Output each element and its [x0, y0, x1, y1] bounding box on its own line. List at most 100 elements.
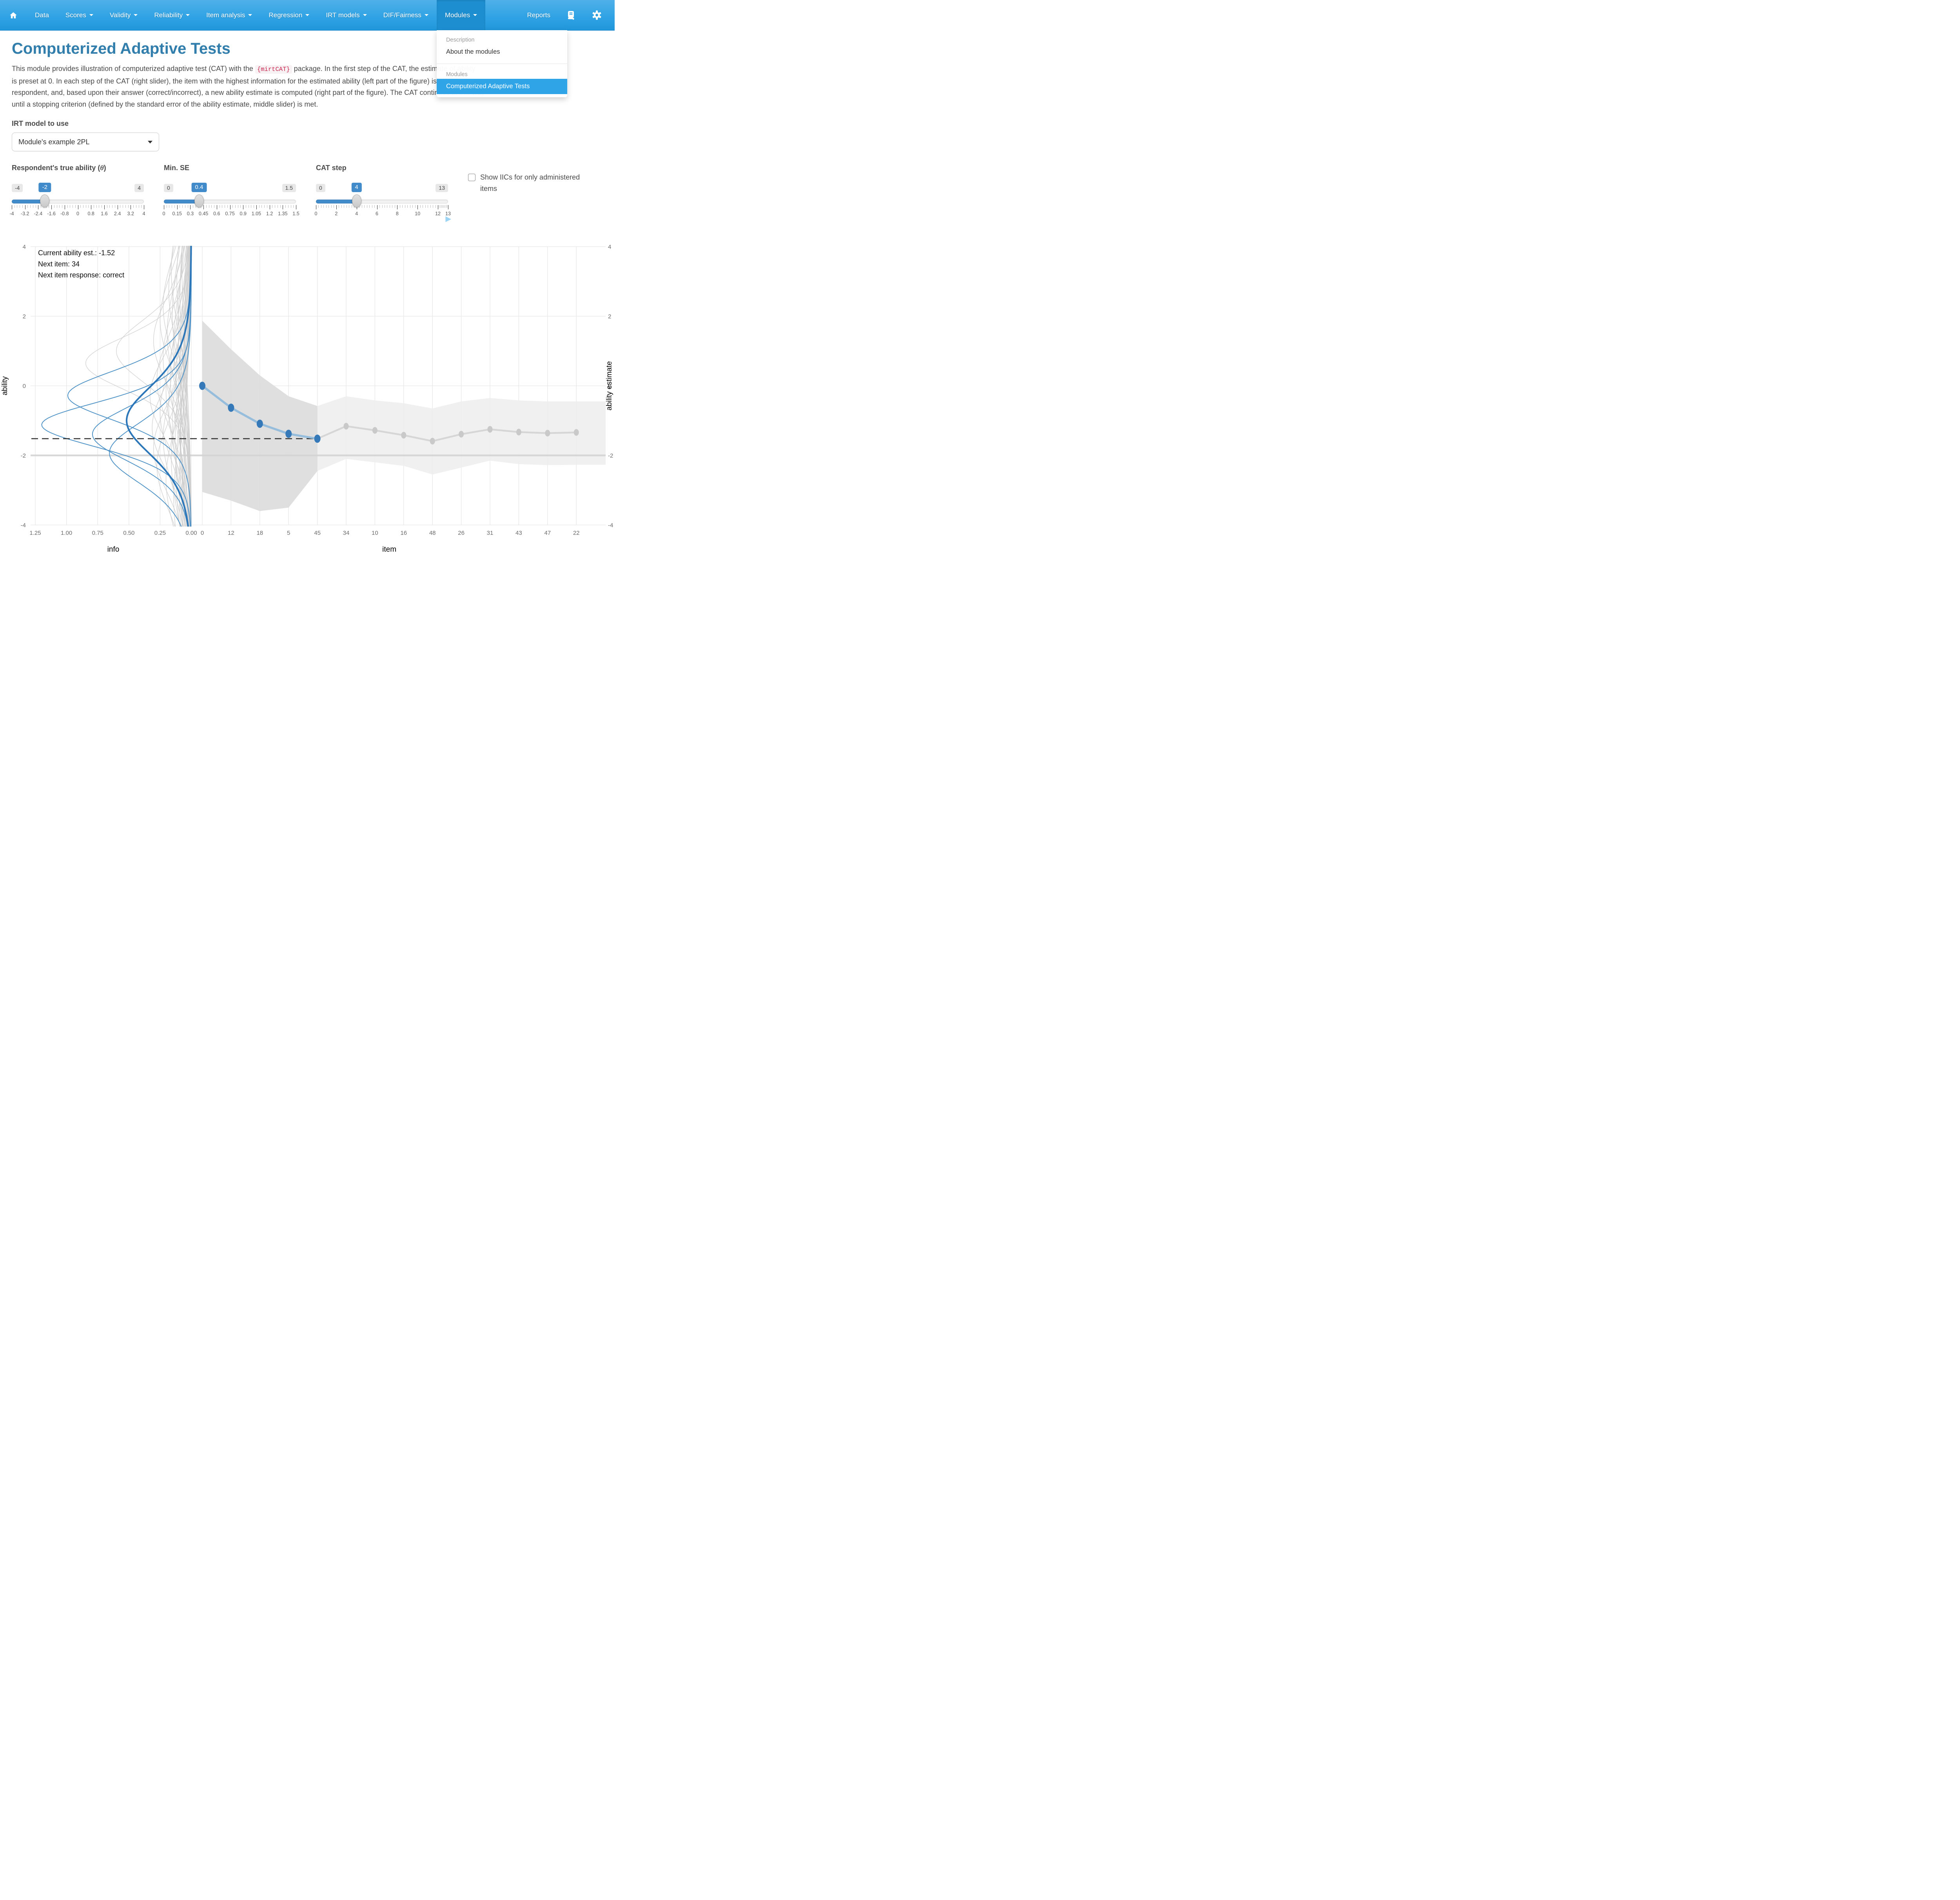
slider-min-label: -4 [12, 184, 23, 192]
item-axis-tick-label: 34 [343, 530, 350, 536]
item-axis-title: item [382, 545, 396, 554]
nav-item-item-analysis[interactable]: Item analysis [198, 0, 260, 30]
slider-minor-tick [285, 205, 286, 208]
menu-item-about-the-modules[interactable]: About the modules [446, 48, 500, 55]
nav-item-label: Data [35, 11, 49, 19]
nav-item-validity[interactable]: Validity [102, 0, 146, 30]
home-icon [10, 12, 17, 18]
nav-item-regression[interactable]: Regression [260, 0, 318, 30]
chevron-down-icon [186, 14, 190, 16]
chevron-down-icon [305, 14, 310, 16]
slider-minor-tick [328, 205, 329, 208]
slider-1-group: Respondent's true ability (θ) -4 4 -2 -4 -3.2… [9, 164, 145, 218]
info-axis-tick-label: 0.50 [123, 530, 134, 536]
slider-major-tick [177, 205, 178, 209]
slider-handle[interactable] [40, 194, 50, 207]
slider-label-text: ) [103, 164, 106, 172]
y-axis-tick-label: 0 [23, 383, 26, 390]
chevron-down-icon [248, 14, 252, 16]
item-axis-tick-label: 31 [487, 530, 494, 536]
administered-estimate-point [228, 403, 234, 412]
paragraph-line-2: is preset at 0. In each step of the CAT … [12, 77, 480, 85]
nav-item-reliability[interactable]: Reliability [146, 0, 198, 30]
y-axis-right-tick-label: 2 [608, 313, 611, 320]
menu-item-computerized-adaptive-tests[interactable]: Computerized Adaptive Tests [436, 79, 567, 94]
play-icon[interactable]: ▶ [445, 215, 451, 223]
slider-label-text: Respondent's true ability ( [12, 164, 100, 172]
slider-tick-label: 13 [445, 211, 451, 216]
slider-minor-tick [88, 205, 89, 208]
item-axis-tick-label: 22 [573, 530, 580, 536]
book-icon [568, 11, 574, 20]
chevron-down-icon [89, 14, 93, 16]
slider-tick-label: 1.6 [101, 211, 108, 216]
projected-estimate-point [372, 427, 377, 434]
module-description: This module provides illustration of com… [12, 63, 603, 110]
slider-value-label: 0.4 [191, 183, 207, 192]
slider-max-label: 4 [134, 184, 144, 192]
slider-filled-bar [316, 200, 358, 203]
slider-tick-label: -2.4 [34, 211, 43, 216]
slider-tick-label: 1.2 [266, 211, 273, 216]
slider-minor-tick [133, 205, 134, 208]
checkbox-label[interactable]: Show IICs for only administered items [480, 173, 580, 193]
irt-model-select[interactable]: Module's example 2PL [12, 133, 159, 151]
nav-item-modules[interactable]: Modules Description About the modules Mo… [436, 0, 567, 97]
ability-axis-title: ability [1, 376, 9, 395]
nav-item-label: Reports [527, 11, 550, 19]
projected-estimate-point [343, 423, 349, 430]
item-axis-tick-label: 47 [544, 530, 551, 536]
info-axis-tick-label: 0.00 [185, 530, 197, 536]
nav-item-irt-models[interactable]: IRT models [318, 0, 375, 30]
info-axis-tick-label: 0.25 [154, 530, 166, 536]
chevron-down-icon [363, 14, 367, 16]
projected-estimate-point [487, 426, 493, 433]
slider-tick-label: -1.6 [47, 211, 56, 216]
top-navbar: Data Scores Validity Reliability Item analys… [0, 0, 615, 97]
slider-handle[interactable] [194, 194, 204, 207]
slider-minor-tick [379, 205, 380, 208]
inline-code-mirtcat: {mirtCAT} [255, 65, 292, 74]
nav-item-label: Regression [269, 11, 303, 19]
administered-estimate-point [199, 381, 205, 390]
slider-minor-tick [67, 205, 68, 208]
paragraph-line-1: This module provides illustration of com… [12, 65, 475, 74]
projected-estimate-point [516, 429, 521, 436]
slider-tick-label: 1.35 [278, 211, 288, 216]
gear-icon [592, 10, 601, 20]
theta-symbol: θ [100, 164, 104, 172]
checkbox-icon[interactable] [468, 174, 475, 181]
slider-handle[interactable] [352, 194, 361, 207]
slider-tick-label: 0 [314, 211, 318, 216]
nav-item-book[interactable] [559, 0, 584, 30]
nav-item-label: Item analysis [206, 11, 245, 19]
modules-dropdown-menu: Description About the modules Modules Co… [436, 30, 567, 97]
plot-annotation: Next item: 34 [38, 260, 80, 268]
home-button[interactable] [0, 0, 27, 30]
slider-minor-tick [425, 205, 426, 208]
slider-minor-tick [227, 205, 228, 208]
dropdown-header-description: Description [446, 37, 475, 43]
nav-item-label: Validity [109, 11, 131, 19]
nav-item-dif-fairness[interactable]: DIF/Fairness [375, 0, 437, 30]
irt-model-label: IRT model to use [12, 120, 69, 127]
nav-item-reports[interactable]: Reports [519, 0, 559, 30]
projected-estimate-point [459, 430, 464, 438]
administered-estimate-point [256, 420, 263, 428]
nav-item-settings[interactable] [584, 0, 610, 30]
slider-minor-tick [128, 205, 129, 208]
projected-estimate-point [573, 429, 579, 436]
slider-minor-tick [232, 205, 233, 208]
item-axis-tick-label: 26 [458, 530, 465, 536]
slider-minor-tick [240, 205, 241, 208]
slider-tick-label: 3.2 [127, 211, 134, 216]
nav-item-scores[interactable]: Scores [57, 0, 102, 30]
slider-3-group: CAT step 0 13 4 0 2 4 6 8 10 12 13 ▶ [314, 164, 451, 223]
nav-item-data[interactable]: Data [27, 0, 57, 30]
projected-estimate-point [545, 430, 550, 437]
slider-major-tick [256, 205, 257, 209]
slider-tick-label: 0.75 [225, 211, 235, 216]
cat-plot: Current ability est.: -1.52 Next item: 34… [1, 244, 613, 554]
slider-tick-label: -0.8 [60, 211, 69, 216]
slider-tick-label: 1.5 [292, 211, 299, 216]
